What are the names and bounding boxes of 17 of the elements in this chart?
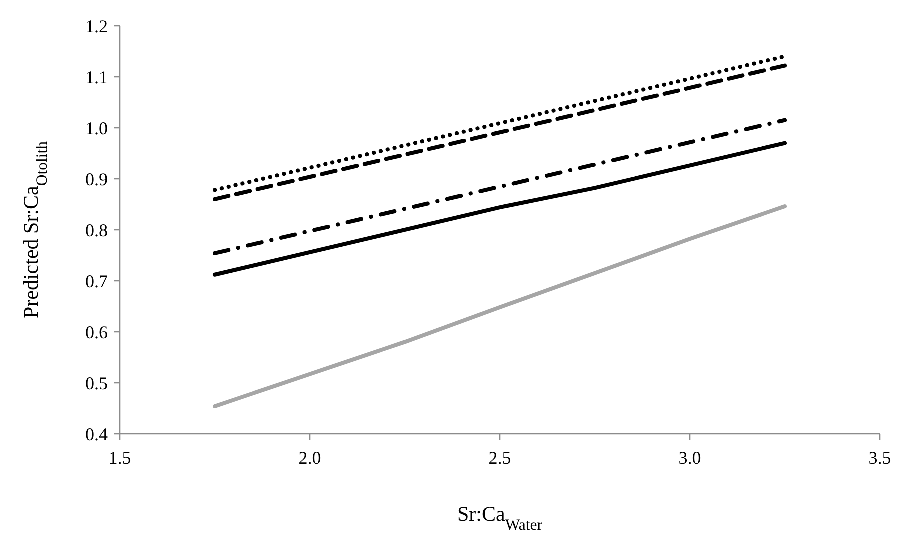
x-tick-label: 2.5	[488, 448, 512, 468]
y-tick-label: 1.1	[86, 67, 108, 88]
line-series	[213, 204, 787, 408]
x-tick-label: 2.0	[298, 448, 322, 468]
y-tick-label: 1.0	[86, 118, 108, 138]
y-tick-label: 0.5	[86, 373, 108, 394]
x-axis-title: Sr:Ca$_{Water}$	[457, 502, 544, 534]
line-series	[213, 141, 787, 277]
y-tick-label: 0.4	[86, 424, 108, 444]
y-tick-label: 1.2	[86, 16, 108, 36]
y-tick-label: 0.9	[86, 169, 108, 190]
x-tick-label: 1.5	[108, 448, 132, 468]
y-tick-label: 0.7	[86, 271, 108, 292]
y-tick-label: 0.8	[86, 220, 108, 240]
y-tick-label: 0.6	[86, 322, 108, 342]
x-tick-label: 3.5	[868, 448, 892, 468]
x-tick-label: 3.0	[678, 448, 702, 468]
